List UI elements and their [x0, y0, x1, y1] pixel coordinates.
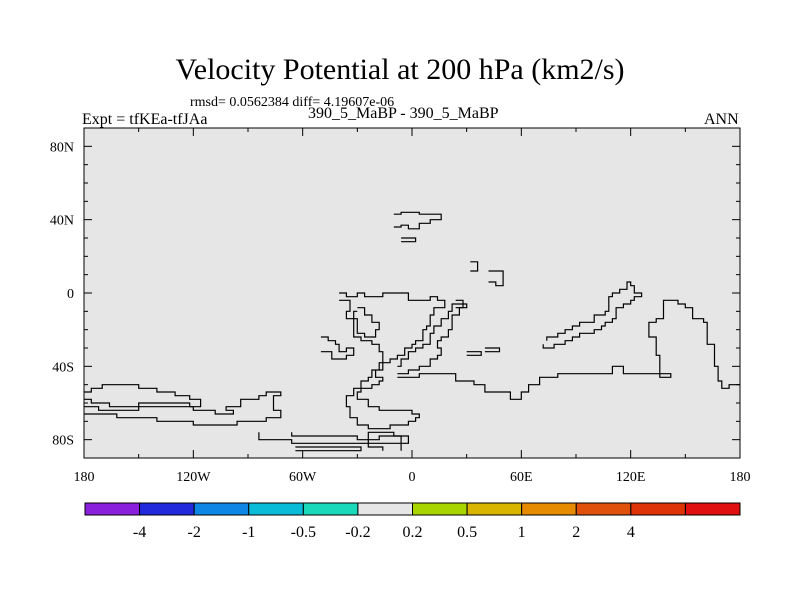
contour-line-10 [466, 351, 482, 356]
x-tick-label: 60E [510, 470, 533, 485]
colorbar-swatch [84, 502, 141, 516]
axis-ticks: 180 120W 60W 0 60E 120E 180 80N 40N 0 40S 80S [50, 127, 751, 485]
case-label: 390_5_MaBP - 390_5_MaBP [308, 105, 499, 122]
colorbar-label: 1 [518, 524, 526, 541]
contour-line-7 [320, 336, 355, 360]
x-tick-label: 120E [616, 470, 646, 485]
contour-line-13 [648, 299, 740, 389]
colorbar-label: -0.5 [291, 524, 316, 541]
y-tick-label: 40S [52, 360, 74, 375]
stats-label: rmsd= 0.0562384 diff= 4.19607e-06 [190, 95, 395, 110]
colorbar-swatch [684, 502, 741, 516]
contour-line-11 [484, 347, 501, 353]
x-tick-label: 0 [409, 470, 416, 485]
colorbar-swatch [193, 502, 250, 516]
colorbar-swatch [466, 502, 523, 516]
colorbar-swatch [412, 502, 468, 516]
colorbar-swatch [139, 502, 195, 516]
contour-line-1 [84, 391, 282, 426]
contour-lines [84, 211, 740, 452]
contour-line-17 [470, 261, 479, 272]
contour-line-12 [397, 365, 672, 400]
contour-line-5 [339, 292, 446, 430]
x-tick-label: 180 [74, 470, 95, 485]
contour-line-3 [295, 446, 362, 452]
y-tick-label: 0 [67, 287, 74, 302]
y-tick-label: 80N [50, 140, 74, 155]
colorbar-label: -4 [133, 524, 146, 541]
colorbar: -4 -2 -1 -0.5 -0.2 0.2 0.5 1 2 4 [84, 502, 741, 541]
colorbar-swatch [521, 502, 577, 516]
colorbar-label: 0.2 [403, 524, 423, 541]
colorbar-swatch [302, 502, 359, 516]
chart-title: Velocity Potential at 200 hPa (km2/s) [175, 53, 625, 86]
x-tick-label: 180 [730, 470, 751, 485]
colorbar-label: 2 [572, 524, 580, 541]
y-tick-label: 40N [50, 214, 74, 229]
x-tick-label: 120W [176, 470, 211, 485]
colorbar-swatch [575, 502, 632, 516]
contour-line-14 [542, 281, 643, 349]
colorbar-label: 4 [627, 524, 635, 541]
contour-line-4 [367, 435, 409, 451]
plot-area [84, 128, 740, 458]
contour-line-16 [401, 237, 417, 243]
contour-line-0 [84, 384, 202, 408]
colorbar-swatch [630, 502, 686, 516]
colorbar-label: -0.2 [345, 524, 370, 541]
contour-line-2 [258, 431, 402, 444]
y-tick-label: 80S [52, 434, 74, 449]
contour-line-18 [488, 270, 504, 287]
colorbar-swatch [248, 502, 304, 516]
colorbar-swatch [357, 502, 413, 516]
contour-line-6 [353, 307, 380, 338]
colorbar-label: -2 [188, 524, 201, 541]
experiment-label: Expt = tfKEa-tfJAa [82, 111, 208, 128]
contour-line-15 [393, 211, 442, 230]
contour-line-9 [455, 299, 464, 309]
season-label: ANN [704, 111, 739, 128]
colorbar-label: 0.5 [457, 524, 477, 541]
colorbar-label: -1 [242, 524, 255, 541]
x-tick-label: 60W [289, 470, 317, 485]
